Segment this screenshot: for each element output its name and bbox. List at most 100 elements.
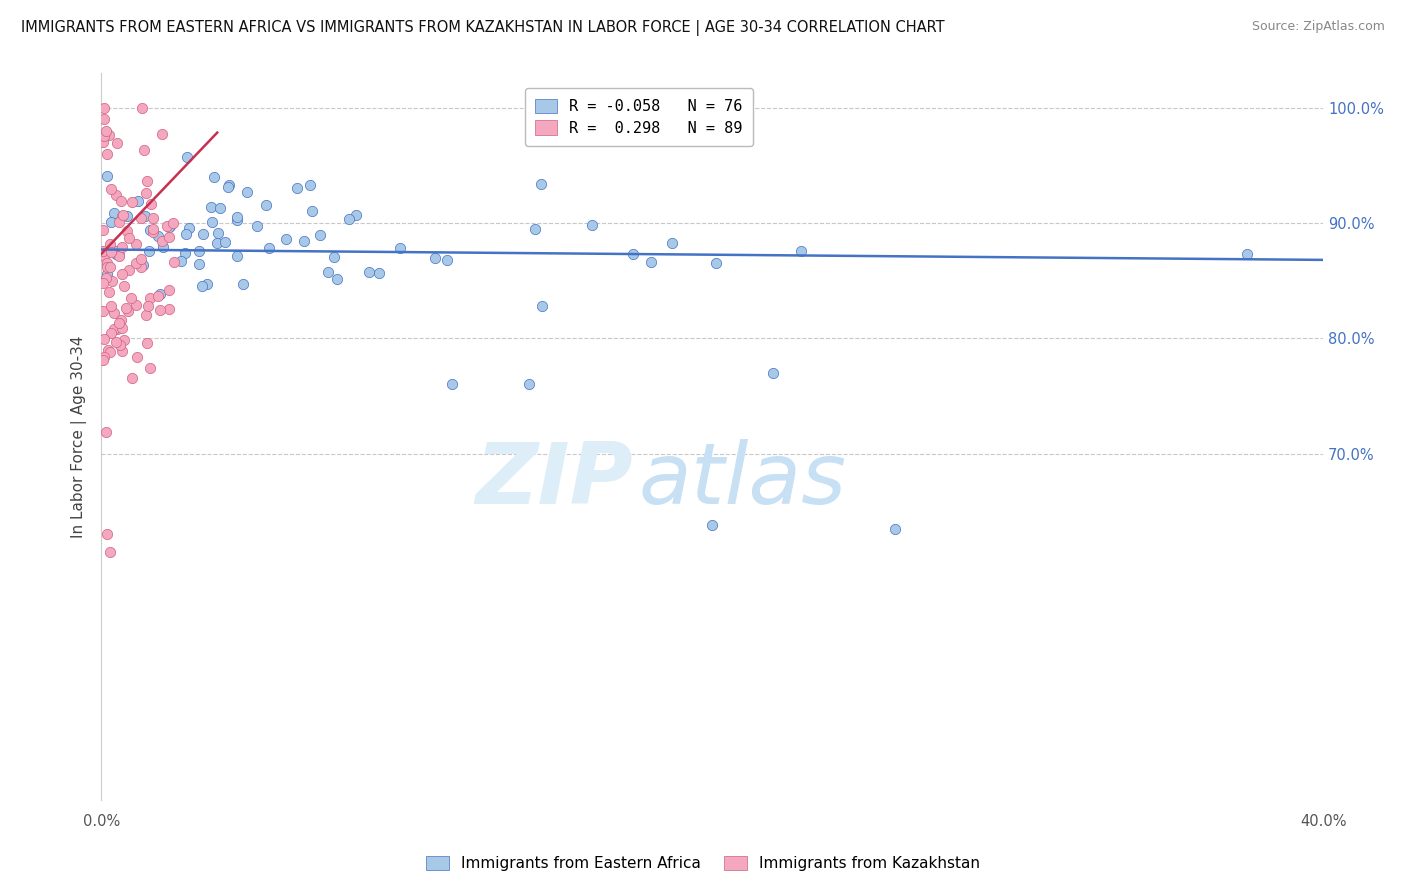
Point [152, 240, 174, 254]
Point [388, 241, 411, 255]
Point [125, 237, 148, 252]
Point [94, 123, 117, 137]
Point [156, 219, 179, 233]
Point [94, 425, 117, 439]
Point [163, 255, 186, 269]
Point [436, 252, 458, 267]
Point [93, 112, 115, 127]
Point [884, 522, 907, 536]
Point [105, 136, 128, 151]
Point [110, 194, 132, 208]
Point [115, 224, 138, 238]
Point [111, 344, 134, 359]
Point [136, 336, 159, 351]
Point [226, 213, 249, 227]
Point [114, 334, 136, 348]
Point [108, 215, 131, 229]
Point [111, 268, 134, 282]
Point [326, 272, 349, 286]
Point [441, 377, 464, 392]
Point [135, 186, 157, 200]
Point [100, 215, 122, 229]
Point [91, 352, 114, 367]
Point [159, 219, 181, 234]
Text: 40.0%: 40.0% [1301, 814, 1347, 829]
Point [530, 299, 553, 313]
Point [214, 235, 236, 250]
Point [104, 188, 127, 202]
Point [142, 211, 165, 225]
Point [100, 299, 122, 313]
Point [217, 180, 239, 194]
Point [201, 215, 224, 229]
Point [702, 518, 724, 533]
Point [146, 289, 169, 303]
Point [96, 268, 118, 282]
Point [120, 292, 142, 306]
Point [517, 377, 540, 392]
Point [174, 227, 197, 242]
Point [129, 211, 152, 226]
Point [141, 197, 163, 211]
Point [259, 240, 281, 254]
Point [125, 298, 148, 312]
Point [173, 246, 195, 260]
Point [661, 236, 683, 251]
Point [117, 209, 139, 223]
Point [1236, 247, 1258, 261]
Point [190, 278, 212, 293]
Point [149, 286, 172, 301]
Point [103, 206, 125, 220]
Point [157, 230, 180, 244]
Point [100, 245, 122, 260]
Point [111, 240, 134, 254]
Point [191, 227, 214, 241]
Point [105, 335, 128, 350]
Point [344, 208, 367, 222]
Point [93, 248, 115, 262]
Point [112, 208, 135, 222]
Point [98, 545, 121, 559]
Point [142, 226, 165, 240]
Point [254, 197, 277, 211]
Point [139, 360, 162, 375]
Point [131, 260, 153, 274]
Point [524, 222, 547, 236]
Point [96, 146, 118, 161]
Point [226, 210, 249, 224]
Point [93, 129, 115, 144]
Point [115, 301, 138, 316]
Point [150, 127, 173, 141]
Point [97, 343, 120, 357]
Point [132, 143, 155, 157]
Point [157, 302, 180, 317]
Point [121, 371, 143, 385]
Point [98, 285, 121, 300]
Point [138, 291, 160, 305]
Point [100, 326, 122, 341]
Point [117, 303, 139, 318]
Point [97, 128, 120, 143]
Point [187, 244, 209, 258]
Text: ZIP: ZIP [475, 439, 633, 522]
Point [176, 150, 198, 164]
Point [93, 101, 115, 115]
Point [93, 350, 115, 364]
Point [762, 366, 785, 380]
Text: 0.0%: 0.0% [83, 814, 120, 829]
Point [91, 244, 114, 258]
Point [337, 212, 360, 227]
Point [157, 283, 180, 297]
Point [209, 201, 232, 215]
Point [202, 169, 225, 184]
Legend: Immigrants from Eastern Africa, Immigrants from Kazakhstan: Immigrants from Eastern Africa, Immigran… [420, 850, 986, 877]
Point [108, 248, 131, 262]
Point [91, 223, 114, 237]
Point [301, 204, 323, 219]
Point [170, 254, 193, 268]
Point [108, 316, 131, 330]
Point [205, 236, 228, 251]
Point [308, 228, 330, 243]
Point [423, 251, 446, 265]
Point [359, 265, 381, 279]
